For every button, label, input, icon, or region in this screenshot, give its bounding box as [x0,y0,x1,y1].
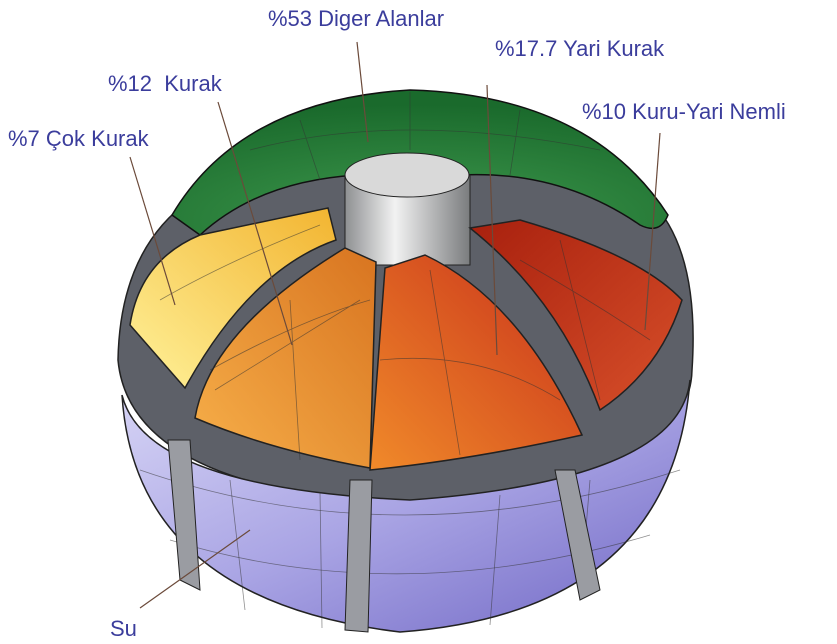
label-semi-arid: %17.7 Yari Kurak [495,36,665,61]
label-arid: %12 Kurak [108,71,223,96]
center-top [345,153,469,197]
label-hyper-arid: %7 Çok Kurak [8,126,150,151]
label-water: Su [110,616,137,641]
globe-diagram: %53 Diger Alanlar %17.7 Yari Kurak %12 K… [0,0,837,644]
label-dry-subhumid: %10 Kuru-Yari Nemli [582,99,786,124]
label-other: %53 Diger Alanlar [268,6,444,31]
globe [118,90,693,632]
